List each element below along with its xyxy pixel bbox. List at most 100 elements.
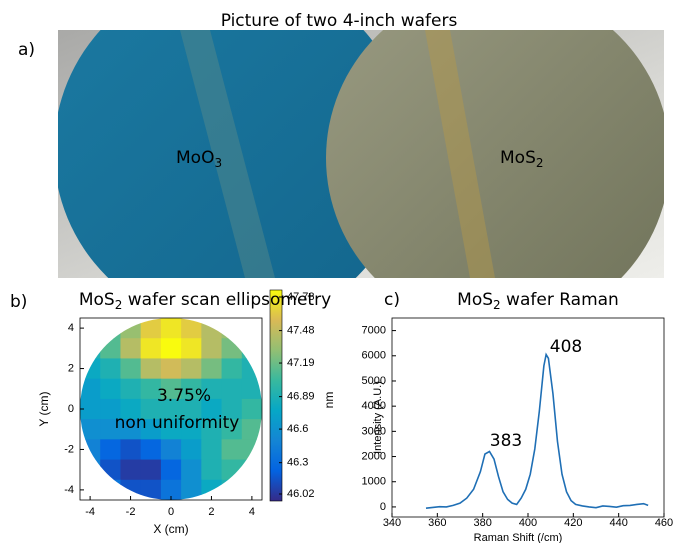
colorbar-tick-label: 47.78 bbox=[287, 291, 315, 303]
x-tick-label: 460 bbox=[655, 517, 673, 529]
annotation: non uniformity bbox=[115, 413, 240, 433]
heat-cell bbox=[221, 398, 243, 420]
heat-cell bbox=[80, 338, 101, 359]
heat-cell bbox=[120, 398, 142, 420]
y-tick-label: 0 bbox=[68, 403, 74, 415]
heat-cell bbox=[140, 479, 162, 500]
x-tick-label: 440 bbox=[609, 517, 627, 529]
heat-cell bbox=[201, 439, 223, 461]
chart-title: MoS2 wafer Raman bbox=[457, 290, 619, 312]
x-tick-label: 420 bbox=[564, 517, 582, 529]
heat-cell bbox=[140, 459, 162, 481]
y-tick-label: 7000 bbox=[362, 325, 386, 337]
title-part: wafer scan ellipsometry bbox=[122, 290, 331, 310]
plot-area bbox=[392, 318, 664, 517]
heat-cell bbox=[221, 318, 243, 339]
line-series bbox=[425, 352, 649, 509]
heat-cell bbox=[221, 338, 243, 359]
wafer-label: MoS2 bbox=[500, 148, 544, 170]
heat-cell bbox=[181, 459, 202, 481]
heat-cell bbox=[160, 459, 182, 481]
heat-cell bbox=[140, 338, 162, 359]
heat-cell bbox=[140, 378, 162, 400]
heat-cell bbox=[100, 459, 121, 481]
heat-cell bbox=[221, 378, 243, 400]
y-tick-label: 0 bbox=[380, 501, 386, 513]
heat-cell bbox=[221, 419, 243, 440]
x-tick-label: 380 bbox=[473, 517, 491, 529]
formula: MoS bbox=[500, 148, 536, 168]
y-tick-label: 2000 bbox=[362, 450, 386, 462]
heat-cell bbox=[120, 318, 142, 339]
heat-cell bbox=[201, 318, 223, 339]
heat-cell bbox=[241, 419, 262, 440]
heat-cell bbox=[160, 338, 182, 359]
annotation: 3.75% bbox=[157, 386, 211, 406]
annotation: 383 bbox=[490, 431, 522, 451]
y-axis-label: Intensity (A.U.) bbox=[372, 381, 384, 454]
y-tick-label: 5000 bbox=[362, 375, 386, 387]
x-axis-label: Raman Shift (/cm) bbox=[474, 532, 563, 543]
colorbar-tick-label: 46.6 bbox=[287, 423, 308, 435]
heat-cell bbox=[120, 419, 142, 440]
heat-cell bbox=[160, 479, 182, 500]
colorbar-tick-label: 47.19 bbox=[287, 357, 315, 369]
x-tick-label: 0 bbox=[168, 506, 174, 518]
y-tick-label: -4 bbox=[64, 484, 74, 496]
x-tick-label: 2 bbox=[208, 506, 214, 518]
heat-cell bbox=[241, 398, 262, 420]
heat-cell bbox=[201, 358, 223, 380]
y-tick-label: -2 bbox=[64, 443, 74, 455]
colorbar-tick-label: 46.3 bbox=[287, 457, 308, 469]
heat-cell bbox=[181, 358, 202, 380]
heat-cell bbox=[160, 318, 182, 339]
heat-cell bbox=[241, 358, 262, 380]
heat-cell bbox=[221, 459, 243, 481]
subscript: 2 bbox=[536, 156, 544, 170]
panel-label: a) bbox=[18, 40, 35, 60]
x-tick-label: -4 bbox=[85, 506, 95, 518]
heat-cell bbox=[181, 419, 202, 440]
colorbar-tick-label: 47.48 bbox=[287, 324, 315, 336]
title-part: wafer Raman bbox=[501, 290, 619, 310]
heat-cell bbox=[120, 338, 142, 359]
heat-cell bbox=[100, 398, 121, 420]
heat-cell bbox=[140, 439, 162, 461]
annotation: 408 bbox=[550, 337, 582, 357]
heat-cell bbox=[100, 378, 121, 400]
heat-cell bbox=[120, 378, 142, 400]
heat-cell bbox=[160, 378, 182, 400]
heat-cell bbox=[201, 398, 223, 420]
y-axis-label: Y (cm) bbox=[37, 391, 51, 426]
wafer-photo bbox=[58, 30, 664, 278]
wafer-label: MoO3 bbox=[176, 148, 222, 170]
heat-cell bbox=[181, 378, 202, 400]
subscript: 2 bbox=[493, 298, 501, 312]
heat-cell bbox=[120, 459, 142, 481]
heat-cell bbox=[201, 459, 223, 481]
heat-cell bbox=[241, 439, 262, 461]
heat-cell bbox=[80, 378, 101, 400]
heat-cell bbox=[221, 479, 243, 500]
chart-title: MoS2 wafer scan ellipsometry bbox=[79, 290, 331, 312]
heat-cell bbox=[100, 419, 121, 440]
heat-cell bbox=[120, 439, 142, 461]
panel-label: c) bbox=[384, 290, 400, 310]
title-part: MoS bbox=[79, 290, 115, 310]
y-tick-label: 1000 bbox=[362, 476, 386, 488]
x-tick-label: 360 bbox=[428, 517, 446, 529]
y-tick-label: 6000 bbox=[362, 350, 386, 362]
heat-cell bbox=[120, 358, 142, 380]
heat-cell bbox=[160, 358, 182, 380]
heat-cell bbox=[241, 338, 262, 359]
x-tick-label: -2 bbox=[126, 506, 136, 518]
colorbar-label: nm bbox=[322, 392, 336, 409]
heat-cell bbox=[140, 419, 162, 440]
x-axis-label: X (cm) bbox=[153, 522, 188, 536]
heat-cell bbox=[100, 439, 121, 461]
heat-cell bbox=[181, 338, 202, 359]
heat-cell bbox=[241, 378, 262, 400]
heat-cell bbox=[140, 358, 162, 380]
heat-cell bbox=[181, 479, 202, 500]
colorbar-tick-label: 46.02 bbox=[287, 488, 315, 500]
